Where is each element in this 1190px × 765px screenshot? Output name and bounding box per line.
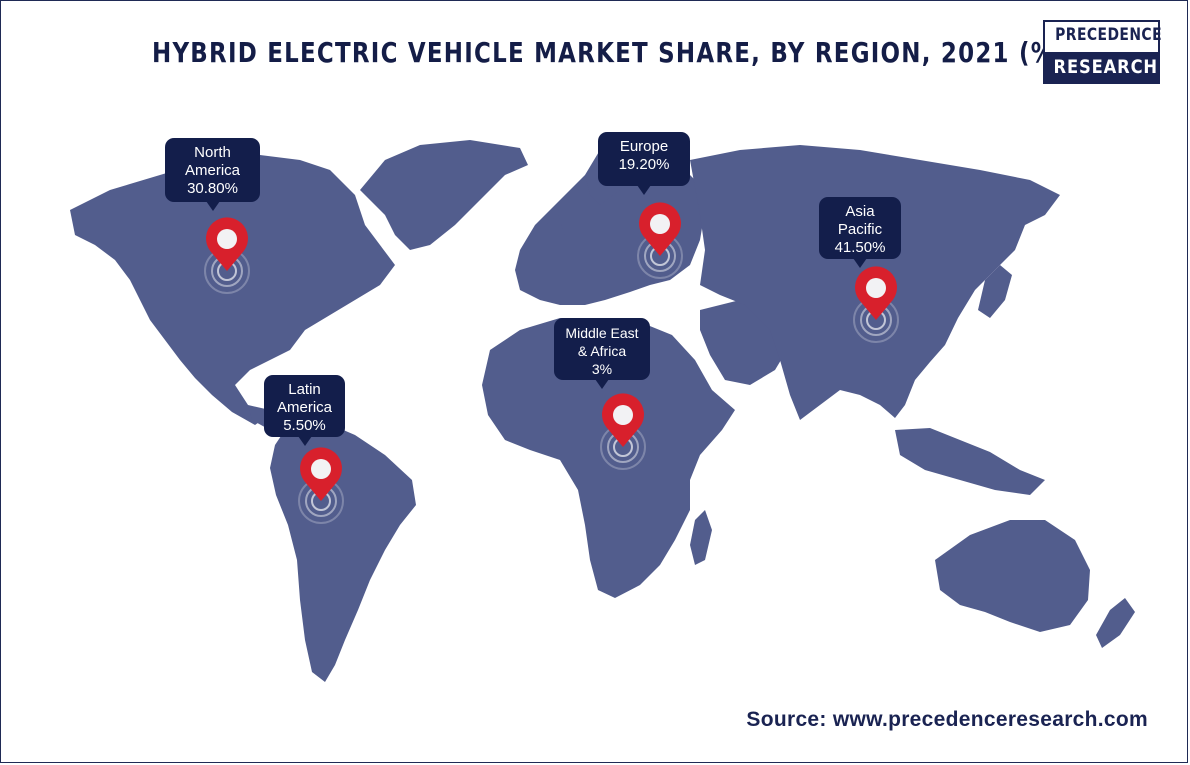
callout-north-america: North America 30.80% [165,138,260,211]
map-pin-center [217,229,237,249]
region-name-line: Latin [288,381,321,398]
africa-shape [482,318,735,598]
region-name-line: North [194,144,231,161]
callout-europe: Europe 19.20% [598,132,690,195]
logo-line-2-text: RESEARCH [1053,56,1158,78]
region-share-value: 30.80% [187,180,238,197]
region-name-line: & Africa [577,343,627,359]
south-america-shape [270,420,416,682]
region-name-line: Asia [845,203,875,220]
map-pins [204,202,899,524]
precedence-research-logo: PRECEDENCE RESEARCH [1043,20,1163,84]
chart-title: HYBRID ELECTRIC VEHICLE MARKET SHARE, BY… [152,36,1067,69]
madagascar-shape [690,510,712,565]
map-pin-center [311,459,331,479]
japan-shape [978,265,1012,318]
new-zealand-shape [1096,598,1135,648]
callout-latin-america: Latin America 5.50% [264,375,345,446]
callout-asia-pacific: Asia Pacific 41.50% [819,197,901,268]
region-share-value: 19.20% [618,156,670,173]
region-name-line: Pacific [837,221,883,238]
map-pin-center [650,214,670,234]
uk-shape [545,215,565,250]
map-pin-center [866,278,886,298]
region-share-value: 3% [591,361,613,377]
southeast-asia-shape [895,428,1045,495]
logo-line-2: RESEARCH [1045,52,1158,82]
logo-line-1: PRECEDENCE [1055,25,1163,45]
source-note: Source: www.precedenceresearch.com [746,708,1148,731]
region-name-line: America [184,162,240,179]
map-pin-center [613,405,633,425]
region-share-value: 5.50% [283,417,326,434]
region-name-line: Middle East [565,325,639,341]
north-america-shape [70,155,395,425]
region-name-line: Europe [619,138,669,155]
region-name-line: America [276,399,332,416]
australia-shape [935,520,1090,632]
callout-middle-east-africa: Middle East & Africa 3% [554,318,650,389]
region-share-value: 41.50% [834,239,886,256]
europe-shape [515,160,705,305]
greenland-shape [360,140,528,250]
